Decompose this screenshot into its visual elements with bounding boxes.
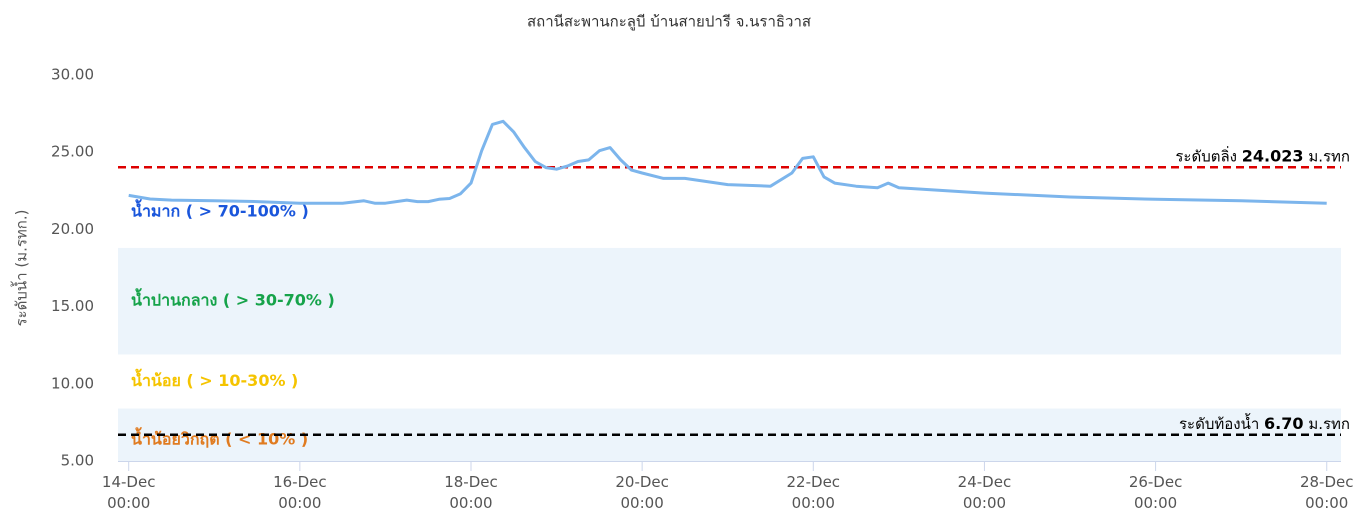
x-tick-label: 14-Dec 00:00 — [101, 473, 156, 512]
series-line — [128, 119, 1327, 205]
y-tick-label: 30.00 — [51, 66, 94, 84]
band-label: น้ำน้อยวิกฤต ( < 10% ) — [131, 426, 308, 448]
y-tick-label: 25.00 — [51, 143, 94, 161]
plot-line-label: ระดับท้องน้ำ 6.70 ม.รทก — [1179, 412, 1350, 432]
plot-line-value: 6.70 — [1264, 413, 1303, 432]
x-tick-label: 18-Dec 00:00 — [444, 473, 498, 512]
y-tick-label: 15.00 — [51, 297, 94, 315]
x-tick-label: 20-Dec 00:00 — [615, 473, 669, 512]
plot-line-unit: ม.รทก — [1308, 414, 1350, 432]
plot-line-name: ระดับท้องน้ำ — [1179, 412, 1259, 432]
plot-line-unit: ม.รทก — [1308, 147, 1350, 165]
plot-line-label: ระดับตลิ่ง 24.023 ม.รทก — [1175, 145, 1350, 165]
band-label: น้ำน้อย ( > 10-30% ) — [131, 368, 298, 390]
chart-title: สถานีสะพานกะลูบี บ้านสายปารี จ.นราธิวาส — [527, 13, 811, 31]
band-label: น้ำมาก ( > 70-100% ) — [131, 199, 309, 221]
y-tick-label: 5.00 — [61, 452, 94, 470]
x-tick-label: 28-Dec 00:00 — [1299, 473, 1354, 512]
y-axis-title: ระดับน้ำ (ม.รทก.) — [11, 210, 31, 327]
plot-band — [118, 247, 1341, 355]
y-tick-label: 20.00 — [51, 220, 94, 238]
x-tick-label: 26-Dec 00:00 — [1128, 473, 1183, 512]
band-label: น้ำปานกลาง ( > 30-70% ) — [131, 288, 335, 310]
plot-band — [118, 75, 1341, 248]
plot-line-value: 24.023 — [1242, 146, 1304, 165]
plot-line-name: ระดับตลิ่ง — [1175, 145, 1237, 165]
plot-band — [118, 354, 1341, 409]
x-tick-label: 24-Dec 00:00 — [957, 473, 1012, 512]
y-tick-label: 10.00 — [51, 374, 94, 392]
x-tick-label: 16-Dec 00:00 — [273, 473, 327, 512]
x-tick-label: 22-Dec 00:00 — [786, 473, 841, 512]
